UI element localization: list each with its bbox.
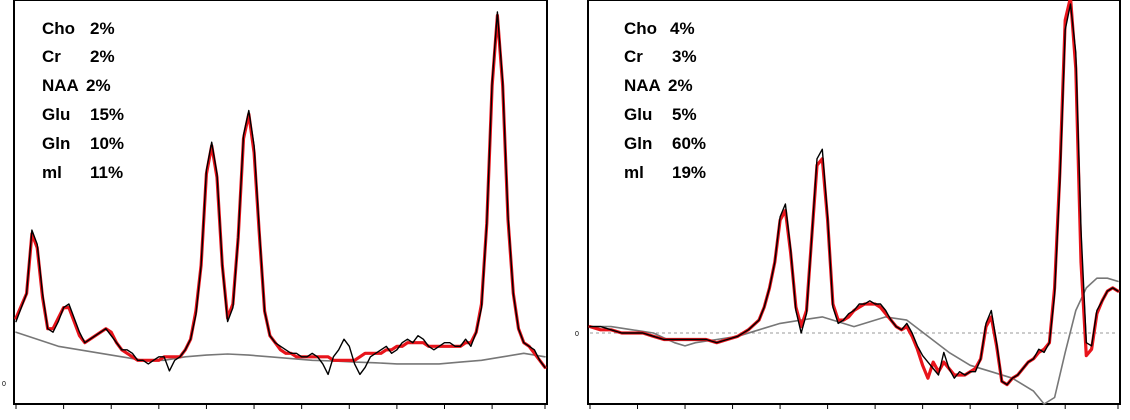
legend-name-ml: ml	[42, 163, 62, 182]
legend-name-gln: Gln	[624, 134, 652, 153]
legend-name-naa: NAA	[42, 76, 79, 95]
legend-name-cr: Cr	[624, 47, 643, 66]
plot-frame	[13, 0, 548, 405]
zero-label: 0	[575, 331, 579, 338]
legend-name-glu: Glu	[624, 105, 652, 124]
zero-label: 0	[2, 381, 6, 388]
x-ticks	[589, 404, 1119, 409]
spectrum-panel-right: Cho 4% Cr 3% NAA 2% Glu 5% Gln 60% ml 19…	[575, 0, 1121, 409]
legend-name-cho: Cho	[42, 19, 75, 38]
legend-pct-glu: 15%	[90, 105, 124, 124]
legend-name-naa: NAA	[624, 76, 661, 95]
measured-series-line	[15, 11, 546, 376]
legend-name-glu: Glu	[42, 105, 70, 124]
legend-name-cr: Cr	[42, 47, 61, 66]
legend-name-ml: ml	[624, 163, 644, 182]
legend-pct-gln: 10%	[90, 134, 124, 153]
plot-frame	[587, 0, 1121, 405]
series-layer	[588, 0, 1120, 405]
legend-name-cho: Cho	[624, 19, 657, 38]
legend-pct-cho: 4%	[670, 19, 695, 38]
spectrum-panel-left: Cho 2% Cr 2% NAA 2% Glu 15% Gln 10% ml 1…	[2, 0, 548, 409]
legend: Cho 2% Cr 2% NAA 2% Glu 15% Gln 10% ml 1…	[42, 19, 124, 182]
legend-pct-ml: 19%	[672, 163, 706, 182]
legend-name-gln: Gln	[42, 134, 70, 153]
x-ticks	[15, 404, 546, 409]
legend-pct-gln: 60%	[672, 134, 706, 153]
legend-pct-ml: 11%	[90, 163, 123, 182]
legend-pct-cho: 2%	[90, 19, 115, 38]
legend-pct-naa: 2%	[86, 76, 111, 95]
baseline-series-line	[589, 277, 1119, 405]
baseline-series-line	[15, 331, 546, 365]
legend: Cho 4% Cr 3% NAA 2% Glu 5% Gln 60% ml 19…	[624, 19, 706, 182]
legend-pct-cr: 2%	[90, 47, 115, 66]
measured-series-line	[589, 3, 1119, 386]
legend-pct-cr: 3%	[672, 47, 697, 66]
legend-pct-naa: 2%	[668, 76, 693, 95]
series-layer	[14, 11, 547, 376]
legend-pct-glu: 5%	[672, 105, 697, 124]
